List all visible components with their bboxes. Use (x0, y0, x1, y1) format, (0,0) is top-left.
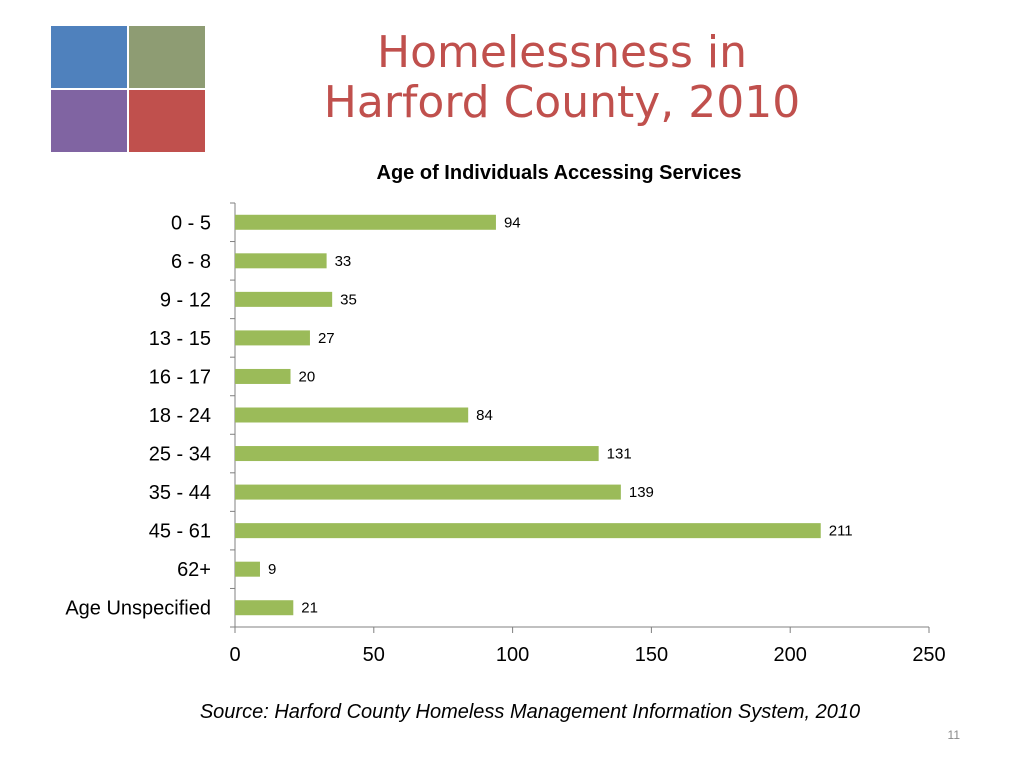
page-number: 11 (947, 728, 960, 742)
data-label: 211 (829, 523, 853, 540)
data-label: 9 (268, 561, 276, 578)
slide-title: Homelessness in Harford County, 2010 (262, 28, 862, 128)
x-tick-label: 0 (229, 644, 240, 666)
x-tick-label: 100 (496, 644, 529, 666)
data-label: 35 (340, 291, 357, 308)
logo-square-blue (51, 26, 127, 88)
source-note: Source: Harford County Homeless Manageme… (199, 701, 861, 723)
bar (235, 330, 310, 346)
data-label: 131 (607, 446, 632, 463)
data-label: 139 (629, 484, 654, 501)
bar (235, 291, 333, 307)
data-label: 27 (318, 330, 335, 347)
category-label: 18 - 24 (149, 405, 211, 427)
bar (235, 214, 496, 230)
data-label: 84 (476, 407, 493, 424)
bar (235, 253, 327, 269)
x-tick-label: 200 (774, 644, 807, 666)
category-label: 9 - 12 (160, 289, 211, 311)
bar (235, 484, 621, 500)
slide-title-line-2: Harford County, 2010 (323, 77, 801, 128)
bar (235, 407, 469, 423)
category-label: 0 - 5 (171, 212, 211, 234)
logo-square-purple (51, 90, 127, 152)
category-label: 45 - 61 (149, 521, 211, 543)
chart-title: Age of Individuals Accessing Services (376, 162, 742, 184)
category-label: 16 - 17 (149, 366, 211, 388)
logo (51, 26, 205, 154)
data-label: 33 (335, 253, 352, 270)
slide-title-line-1: Homelessness in (377, 27, 747, 78)
x-tick-label: 150 (635, 644, 668, 666)
category-label: 25 - 34 (149, 444, 211, 466)
category-label: 35 - 44 (149, 482, 211, 504)
bar (235, 523, 821, 539)
bar (235, 446, 599, 462)
logo-square-green (129, 26, 205, 88)
bar (235, 561, 260, 577)
category-label: 13 - 15 (149, 328, 211, 350)
data-label: 94 (504, 214, 521, 231)
category-label: Age Unspecified (65, 598, 211, 620)
logo-square-red (129, 90, 205, 152)
category-label: 62+ (177, 559, 211, 581)
data-label: 20 (299, 368, 316, 385)
category-label: 6 - 8 (171, 251, 211, 273)
x-tick-label: 50 (363, 644, 385, 666)
x-tick-label: 250 (912, 644, 945, 666)
bar-chart: 0 50 100 150 200 250 0 - 5 94 6 - 8 33 9 - 12 35 13 … (65, 202, 946, 666)
bar (235, 368, 291, 384)
data-label: 21 (301, 600, 318, 617)
bar (235, 600, 294, 616)
